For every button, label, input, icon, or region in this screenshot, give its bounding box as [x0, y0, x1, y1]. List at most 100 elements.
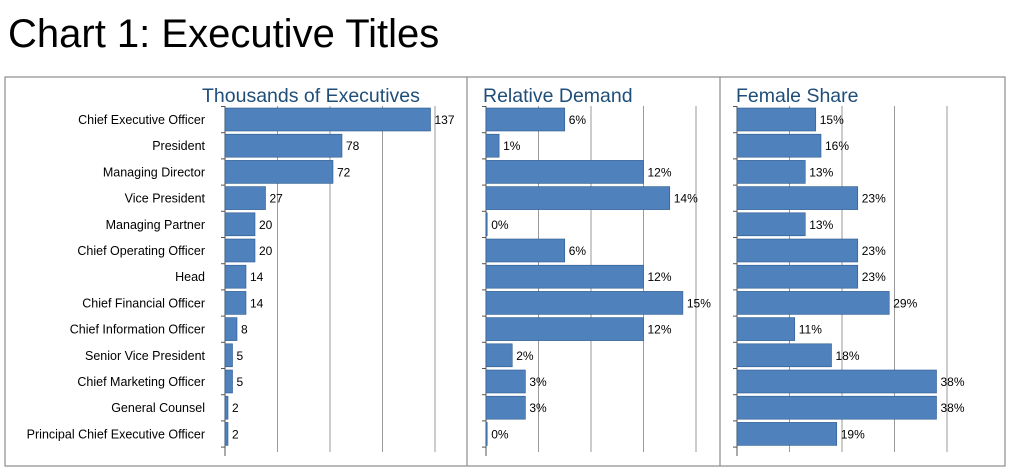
- data-label: 2: [232, 401, 239, 415]
- bar: [736, 395, 937, 420]
- category-label: Principal Chief Executive Officer: [27, 427, 205, 441]
- bar: [224, 212, 256, 237]
- bar: [485, 107, 566, 132]
- data-label: 12%: [648, 323, 672, 337]
- bar: [736, 133, 822, 158]
- panel-title: Relative Demand: [483, 85, 633, 107]
- data-label: 2: [232, 427, 239, 441]
- panel-title: Female Share: [736, 85, 858, 107]
- data-label: 38%: [941, 375, 965, 389]
- bar: [485, 291, 684, 315]
- category-label: Chief Financial Officer: [82, 296, 205, 310]
- category-label: Senior Vice President: [85, 349, 206, 363]
- data-label: 29%: [893, 296, 917, 310]
- bar: [224, 343, 233, 368]
- category-label: President: [152, 139, 205, 153]
- category-labels: Chief Executive Officer President Managing…: [27, 113, 206, 441]
- bar: [485, 343, 513, 368]
- bar: [736, 186, 859, 210]
- bar: [736, 160, 806, 184]
- bar: [485, 264, 644, 289]
- data-label: 78: [346, 139, 360, 153]
- data-label: 27: [270, 192, 284, 206]
- data-label: 14: [250, 296, 264, 310]
- bar: [224, 422, 229, 446]
- bar: [736, 291, 890, 315]
- bar: [485, 133, 500, 158]
- data-label: 11%: [799, 323, 822, 337]
- data-label: 18%: [836, 349, 860, 363]
- bar: [485, 395, 526, 420]
- data-label: 14: [250, 270, 264, 284]
- bar: [485, 186, 671, 210]
- data-label: 23%: [862, 270, 886, 284]
- chart-panels: Thousands of Executives 137 78 72 27 20 20 14 14…: [202, 85, 965, 456]
- data-label: 38%: [941, 401, 965, 415]
- bar: [736, 317, 796, 341]
- data-label: 15%: [687, 296, 711, 310]
- data-label: 23%: [862, 192, 886, 206]
- data-label: 0%: [491, 218, 509, 232]
- bar: [485, 317, 644, 341]
- bar: [736, 343, 832, 368]
- bar: [224, 238, 256, 263]
- data-label: 8: [241, 323, 248, 337]
- bar: [485, 212, 488, 237]
- bar: [224, 133, 343, 158]
- data-label: 19%: [841, 427, 865, 441]
- data-label: 15%: [820, 113, 844, 127]
- bar: [224, 186, 266, 210]
- category-label: Chief Executive Officer: [78, 113, 205, 127]
- data-label: 20: [259, 244, 273, 258]
- bar: [224, 395, 229, 420]
- data-label: 1%: [503, 139, 521, 153]
- data-label: 5: [237, 375, 244, 389]
- data-label: 3%: [529, 401, 547, 415]
- panel-3: Female Share 15% 16% 13% 23% 13% 23% 23% 29% 11% 1…: [733, 85, 965, 456]
- panel-frames: [4, 76, 1006, 467]
- data-label: 12%: [648, 165, 672, 179]
- data-label: 3%: [529, 375, 547, 389]
- data-label: 137: [435, 113, 455, 127]
- bar: [485, 160, 644, 184]
- bar: [736, 107, 817, 132]
- bar: [736, 369, 937, 394]
- category-label: Head: [175, 270, 205, 284]
- category-label: Vice President: [125, 192, 206, 206]
- data-label: 0%: [491, 427, 509, 441]
- bar: [736, 238, 859, 263]
- category-label: Chief Operating Officer: [77, 244, 205, 258]
- data-label: 5: [237, 349, 244, 363]
- panel-1: Thousands of Executives 137 78 72 27 20 20 14 14…: [202, 85, 455, 456]
- bar: [224, 107, 431, 132]
- data-label: 14%: [674, 192, 698, 206]
- bar: [736, 212, 806, 237]
- bar: [485, 422, 488, 446]
- data-label: 13%: [809, 218, 833, 232]
- bar: [736, 422, 838, 446]
- data-label: 6%: [569, 244, 587, 258]
- bar: [224, 264, 247, 289]
- bar: [224, 317, 238, 341]
- panel-2: Relative Demand6%1%12%14%0%6%12%15%12%2%…: [482, 85, 711, 456]
- chart-frame: [4, 76, 1006, 467]
- data-label: 2%: [516, 349, 534, 363]
- bar: [224, 160, 334, 184]
- category-label: Chief Information Officer: [70, 323, 205, 337]
- data-label: 12%: [648, 270, 672, 284]
- chart-title: Chart 1: Executive Titles: [8, 12, 440, 56]
- data-label: 6%: [569, 113, 587, 127]
- panel-title: Thousands of Executives: [202, 85, 420, 107]
- bar: [736, 264, 859, 289]
- category-label: Managing Director: [103, 165, 205, 179]
- data-label: 72: [337, 165, 351, 179]
- category-label: Chief Marketing Officer: [77, 375, 205, 389]
- category-label: Managing Partner: [106, 218, 205, 232]
- bar: [224, 291, 247, 315]
- data-label: 20: [259, 218, 273, 232]
- category-label: General Counsel: [111, 401, 205, 415]
- bar: [485, 238, 566, 263]
- bar: [224, 369, 233, 394]
- bar: [485, 369, 526, 394]
